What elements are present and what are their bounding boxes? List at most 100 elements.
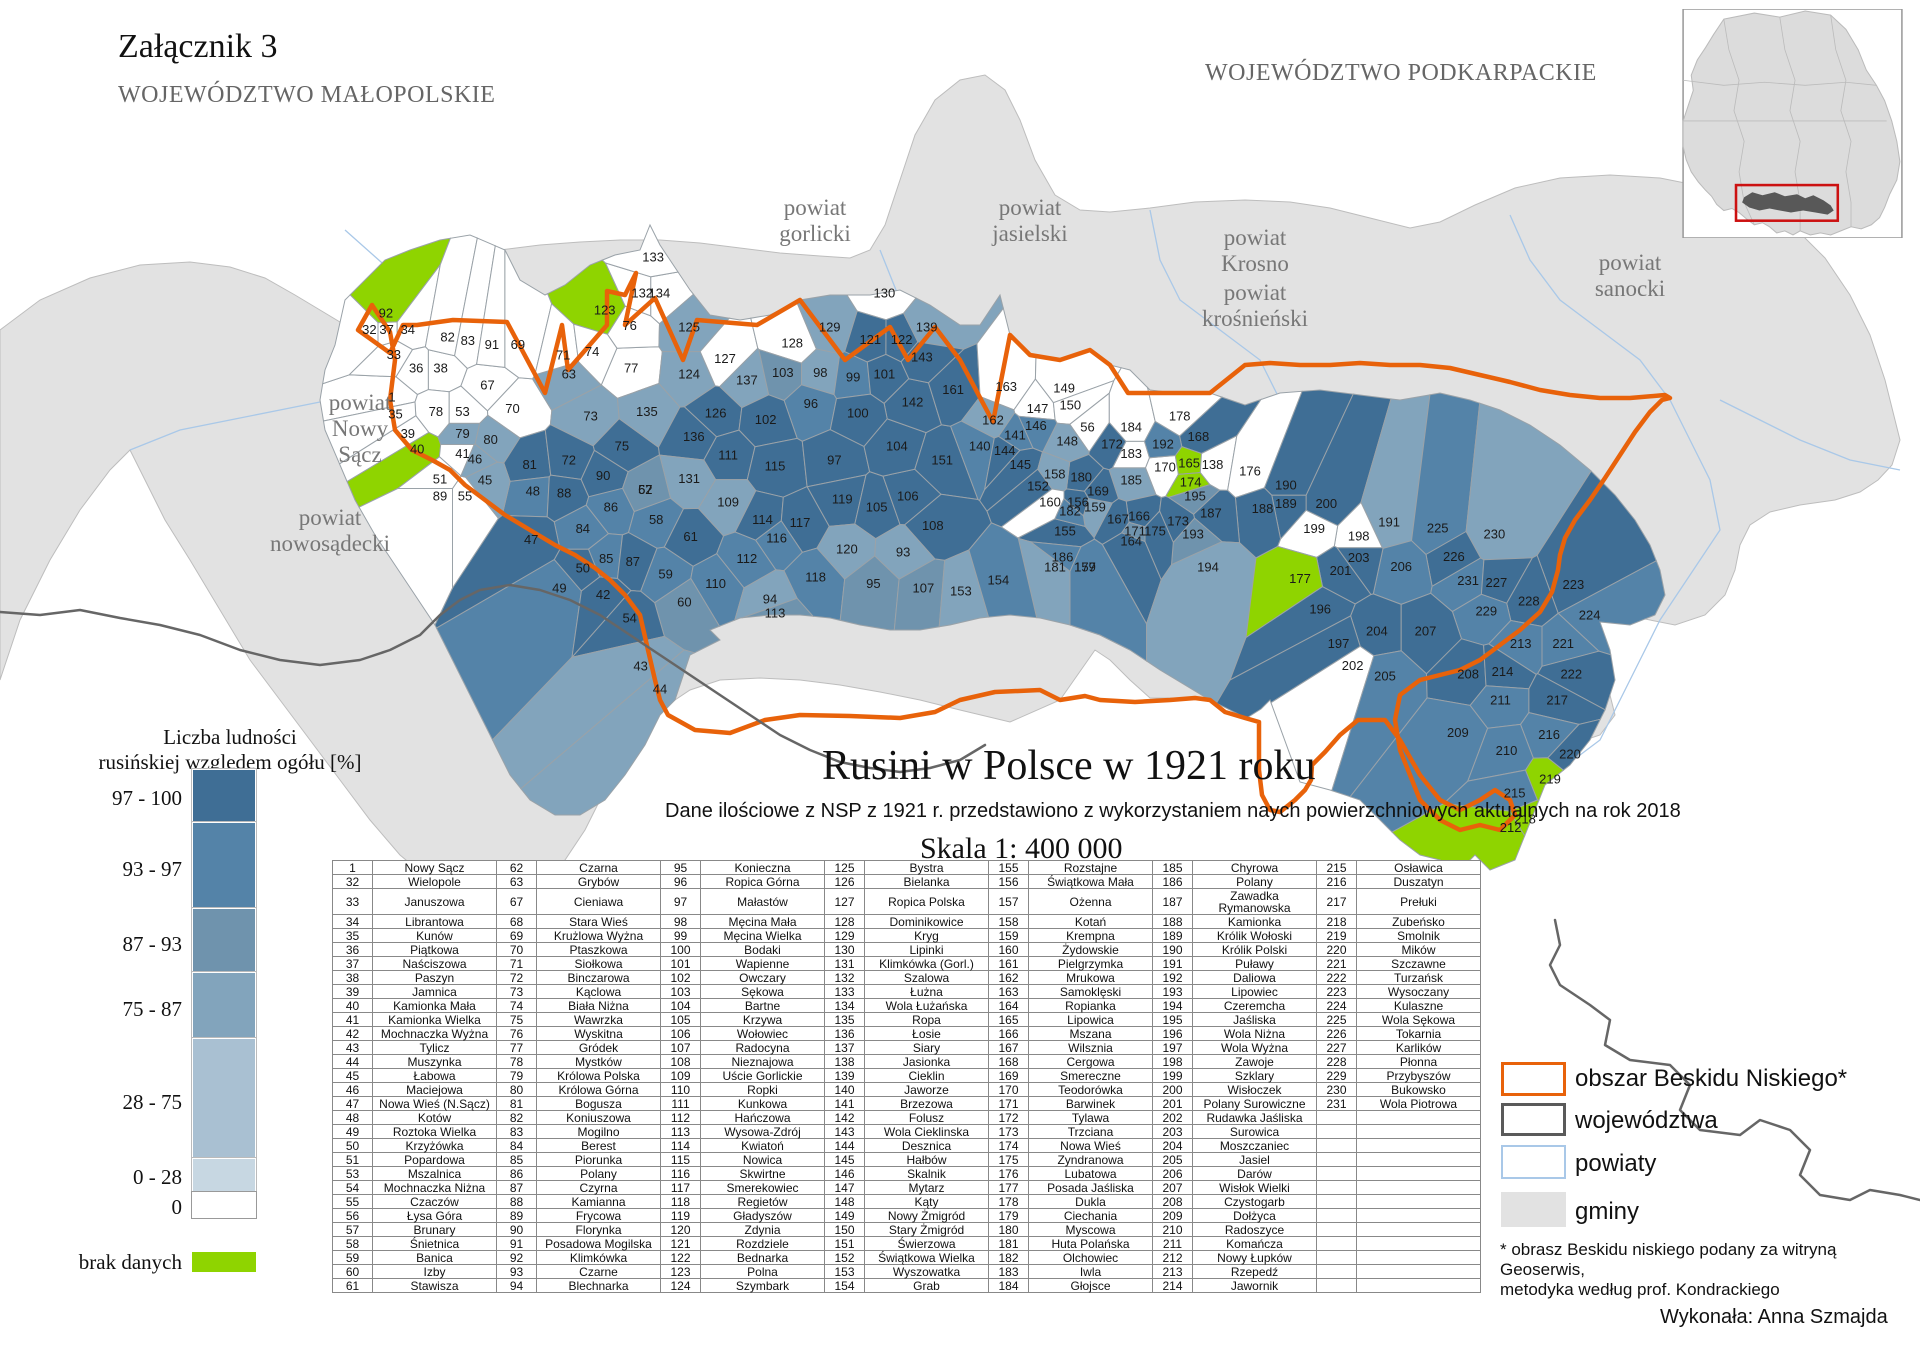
svg-text:188: 188 bbox=[1252, 501, 1274, 516]
svg-text:112: 112 bbox=[737, 551, 758, 566]
svg-text:166: 166 bbox=[1128, 509, 1150, 524]
svg-text:74: 74 bbox=[585, 344, 599, 359]
svg-text:99: 99 bbox=[846, 370, 860, 385]
svg-text:206: 206 bbox=[1390, 559, 1412, 574]
svg-text:129: 129 bbox=[819, 320, 841, 335]
svg-text:220: 220 bbox=[1559, 747, 1581, 762]
svg-text:198: 198 bbox=[1348, 529, 1370, 544]
svg-text:221: 221 bbox=[1552, 636, 1574, 651]
svg-text:214: 214 bbox=[1492, 664, 1514, 679]
svg-text:72: 72 bbox=[562, 452, 576, 467]
svg-text:133: 133 bbox=[642, 249, 664, 264]
svg-text:67: 67 bbox=[480, 377, 494, 392]
svg-text:177: 177 bbox=[1289, 571, 1311, 586]
svg-text:190: 190 bbox=[1275, 477, 1297, 492]
svg-text:123: 123 bbox=[594, 302, 616, 317]
svg-text:104: 104 bbox=[886, 438, 908, 453]
svg-text:127: 127 bbox=[714, 351, 736, 366]
svg-text:81: 81 bbox=[522, 457, 536, 472]
svg-text:97: 97 bbox=[827, 452, 841, 467]
svg-text:200: 200 bbox=[1315, 496, 1337, 511]
svg-text:159: 159 bbox=[1084, 500, 1106, 515]
svg-text:102: 102 bbox=[755, 412, 777, 427]
svg-text:137: 137 bbox=[736, 373, 758, 388]
svg-text:111: 111 bbox=[718, 448, 738, 463]
svg-text:100: 100 bbox=[847, 406, 869, 421]
svg-text:118: 118 bbox=[805, 570, 826, 585]
svg-text:179: 179 bbox=[1074, 560, 1096, 575]
svg-text:202: 202 bbox=[1342, 658, 1364, 673]
svg-text:176: 176 bbox=[1239, 463, 1261, 478]
svg-text:201: 201 bbox=[1330, 563, 1352, 578]
svg-text:194: 194 bbox=[1197, 560, 1219, 575]
svg-text:226: 226 bbox=[1443, 549, 1465, 564]
svg-text:213: 213 bbox=[1510, 636, 1532, 651]
svg-text:158: 158 bbox=[1044, 467, 1066, 482]
svg-text:217: 217 bbox=[1546, 693, 1568, 708]
svg-text:36: 36 bbox=[409, 360, 423, 375]
svg-text:181: 181 bbox=[1044, 560, 1066, 575]
svg-text:32: 32 bbox=[362, 322, 376, 337]
svg-text:154: 154 bbox=[988, 573, 1010, 588]
svg-text:46: 46 bbox=[468, 452, 482, 467]
svg-text:169: 169 bbox=[1087, 484, 1109, 499]
svg-text:62: 62 bbox=[638, 482, 652, 497]
svg-text:54: 54 bbox=[622, 610, 636, 625]
svg-text:209: 209 bbox=[1447, 725, 1469, 740]
svg-text:103: 103 bbox=[772, 365, 794, 380]
svg-text:172: 172 bbox=[1101, 437, 1123, 452]
svg-text:162: 162 bbox=[982, 413, 1004, 428]
svg-text:70: 70 bbox=[505, 401, 519, 416]
svg-text:82: 82 bbox=[440, 329, 454, 344]
svg-text:231: 231 bbox=[1457, 573, 1479, 588]
svg-text:86: 86 bbox=[604, 499, 618, 514]
svg-text:108: 108 bbox=[922, 518, 944, 533]
svg-text:53: 53 bbox=[455, 404, 469, 419]
svg-text:75: 75 bbox=[615, 438, 629, 453]
svg-text:92: 92 bbox=[379, 306, 393, 321]
svg-text:184: 184 bbox=[1120, 420, 1142, 435]
svg-text:145: 145 bbox=[1009, 457, 1031, 472]
svg-text:37: 37 bbox=[379, 322, 393, 337]
svg-text:208: 208 bbox=[1457, 666, 1479, 681]
svg-text:45: 45 bbox=[478, 473, 492, 488]
svg-text:147: 147 bbox=[1027, 401, 1049, 416]
svg-text:78: 78 bbox=[429, 404, 443, 419]
svg-text:69: 69 bbox=[511, 337, 525, 352]
svg-text:44: 44 bbox=[653, 682, 667, 697]
svg-text:197: 197 bbox=[1328, 636, 1350, 651]
svg-text:228: 228 bbox=[1518, 593, 1540, 608]
svg-text:141: 141 bbox=[1004, 428, 1026, 443]
svg-text:126: 126 bbox=[705, 406, 727, 421]
svg-text:203: 203 bbox=[1348, 550, 1370, 565]
svg-text:96: 96 bbox=[804, 396, 818, 411]
svg-text:128: 128 bbox=[781, 335, 803, 350]
svg-text:192: 192 bbox=[1152, 437, 1174, 452]
svg-text:114: 114 bbox=[752, 512, 773, 527]
svg-text:160: 160 bbox=[1039, 495, 1061, 510]
svg-text:93: 93 bbox=[896, 545, 910, 560]
svg-text:195: 195 bbox=[1184, 489, 1206, 504]
svg-text:121: 121 bbox=[859, 332, 881, 347]
svg-text:42: 42 bbox=[596, 587, 610, 602]
svg-text:191: 191 bbox=[1378, 514, 1400, 529]
svg-text:130: 130 bbox=[874, 285, 896, 300]
svg-text:155: 155 bbox=[1054, 524, 1076, 539]
svg-text:178: 178 bbox=[1169, 409, 1191, 424]
svg-text:161: 161 bbox=[942, 382, 964, 397]
svg-text:91: 91 bbox=[485, 337, 499, 352]
svg-text:223: 223 bbox=[1563, 577, 1585, 592]
svg-text:76: 76 bbox=[622, 318, 636, 333]
svg-text:113: 113 bbox=[765, 606, 786, 621]
svg-text:225: 225 bbox=[1427, 521, 1449, 536]
svg-text:73: 73 bbox=[583, 409, 597, 424]
svg-text:120: 120 bbox=[836, 542, 858, 557]
svg-text:84: 84 bbox=[576, 521, 590, 536]
svg-text:105: 105 bbox=[866, 499, 888, 514]
svg-text:142: 142 bbox=[902, 395, 924, 410]
svg-text:34: 34 bbox=[401, 322, 415, 337]
svg-text:60: 60 bbox=[677, 595, 691, 610]
svg-text:185: 185 bbox=[1120, 473, 1142, 488]
svg-text:49: 49 bbox=[552, 581, 566, 596]
svg-text:144: 144 bbox=[994, 443, 1016, 458]
